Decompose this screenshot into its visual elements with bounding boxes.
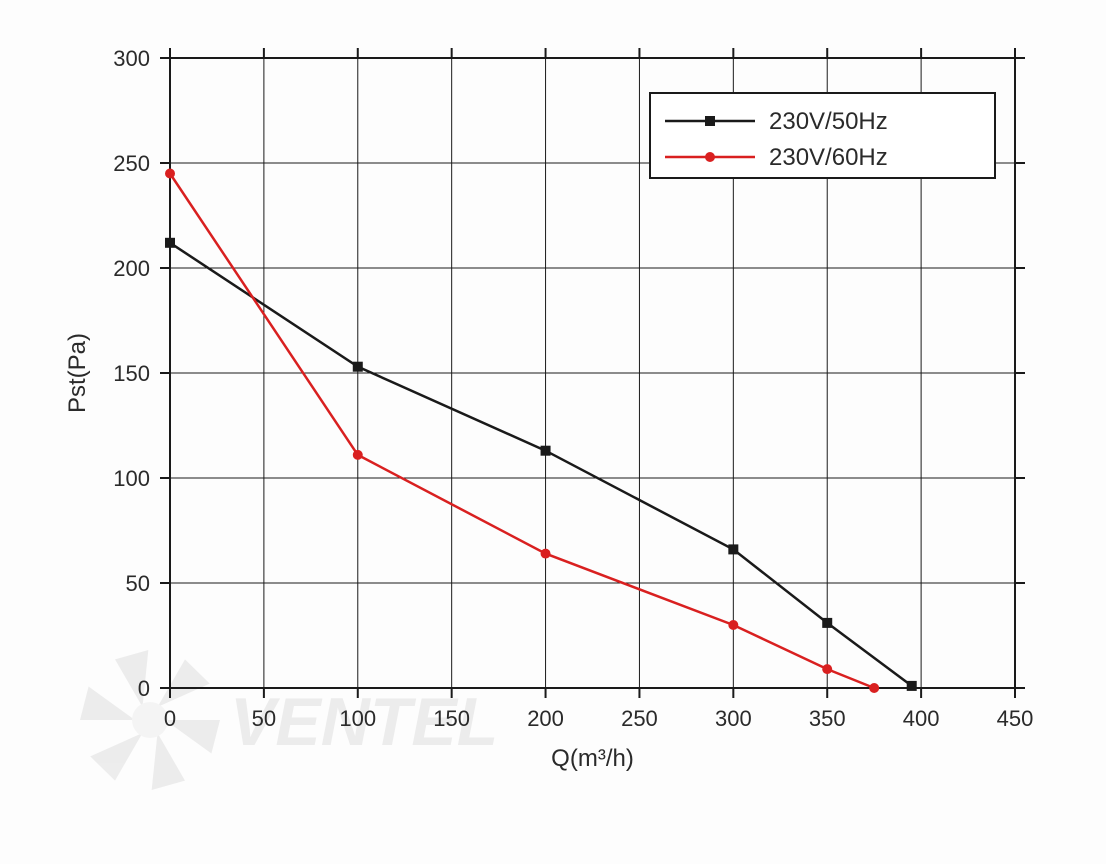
- series-marker: [869, 683, 879, 693]
- y-tick-label: 300: [113, 46, 150, 71]
- x-tick-label: 50: [252, 706, 276, 731]
- chart-svg: VENTEL0501001502002503003504004500501001…: [0, 0, 1106, 864]
- series-marker: [165, 238, 175, 248]
- series-marker: [353, 450, 363, 460]
- series-marker: [822, 618, 832, 628]
- chart-container: VENTEL0501001502002503003504004500501001…: [0, 0, 1106, 864]
- x-tick-label: 450: [997, 706, 1034, 731]
- y-tick-label: 0: [138, 676, 150, 701]
- y-tick-label: 100: [113, 466, 150, 491]
- series-marker: [353, 362, 363, 372]
- series-marker: [907, 681, 917, 691]
- x-tick-label: 250: [621, 706, 658, 731]
- series-marker: [822, 664, 832, 674]
- x-tick-label: 350: [809, 706, 846, 731]
- series-marker: [541, 549, 551, 559]
- y-tick-label: 250: [113, 151, 150, 176]
- y-axis-label: Pst(Pa): [64, 333, 91, 413]
- series-marker: [728, 544, 738, 554]
- legend-label-0: 230V/50Hz: [769, 108, 888, 135]
- x-tick-label: 100: [339, 706, 376, 731]
- x-tick-label: 200: [527, 706, 564, 731]
- x-tick-label: 150: [433, 706, 470, 731]
- x-tick-label: 0: [164, 706, 176, 731]
- y-tick-label: 150: [113, 361, 150, 386]
- legend-label-1: 230V/60Hz: [769, 144, 888, 171]
- y-tick-label: 200: [113, 256, 150, 281]
- y-tick-label: 50: [126, 571, 150, 596]
- x-axis-label: Q(m³/h): [551, 745, 634, 772]
- x-tick-label: 300: [715, 706, 752, 731]
- series-marker: [165, 169, 175, 179]
- x-tick-label: 400: [903, 706, 940, 731]
- series-marker: [541, 446, 551, 456]
- series-marker: [728, 620, 738, 630]
